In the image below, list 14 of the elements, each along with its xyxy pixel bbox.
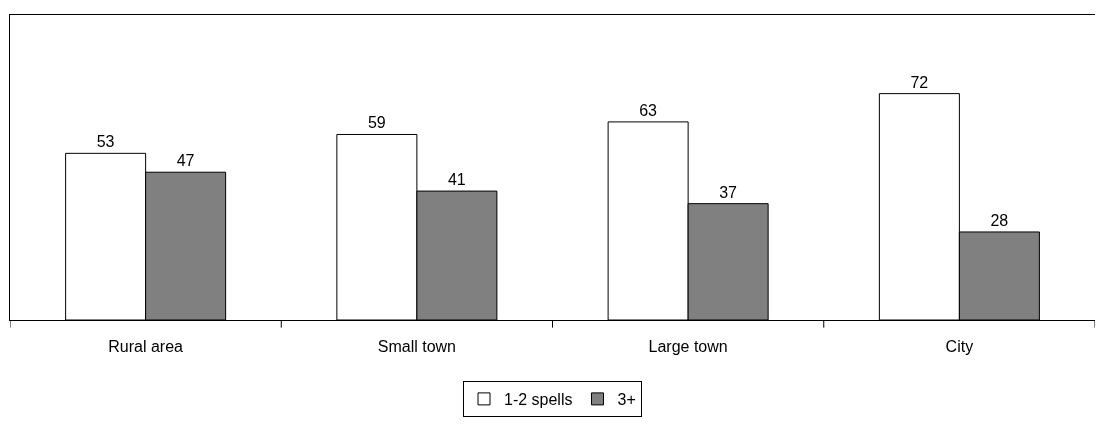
x-tick-label: City [945,338,974,356]
data-label: 63 [639,101,658,119]
x-tick-label: Small town [377,338,457,356]
data-label: 59 [367,114,386,132]
data-label: 37 [719,183,738,201]
data-label: 28 [990,211,1009,229]
legend-label: 1-2 spells [504,391,573,409]
data-label: 47 [176,152,195,170]
data-label: 41 [447,171,466,189]
x-tick-label: Rural area [108,338,184,356]
data-label: 72 [910,73,929,91]
legend-label: 3+ [617,391,636,409]
data-label: 53 [96,133,115,151]
x-tick-label: Large town [648,338,728,356]
